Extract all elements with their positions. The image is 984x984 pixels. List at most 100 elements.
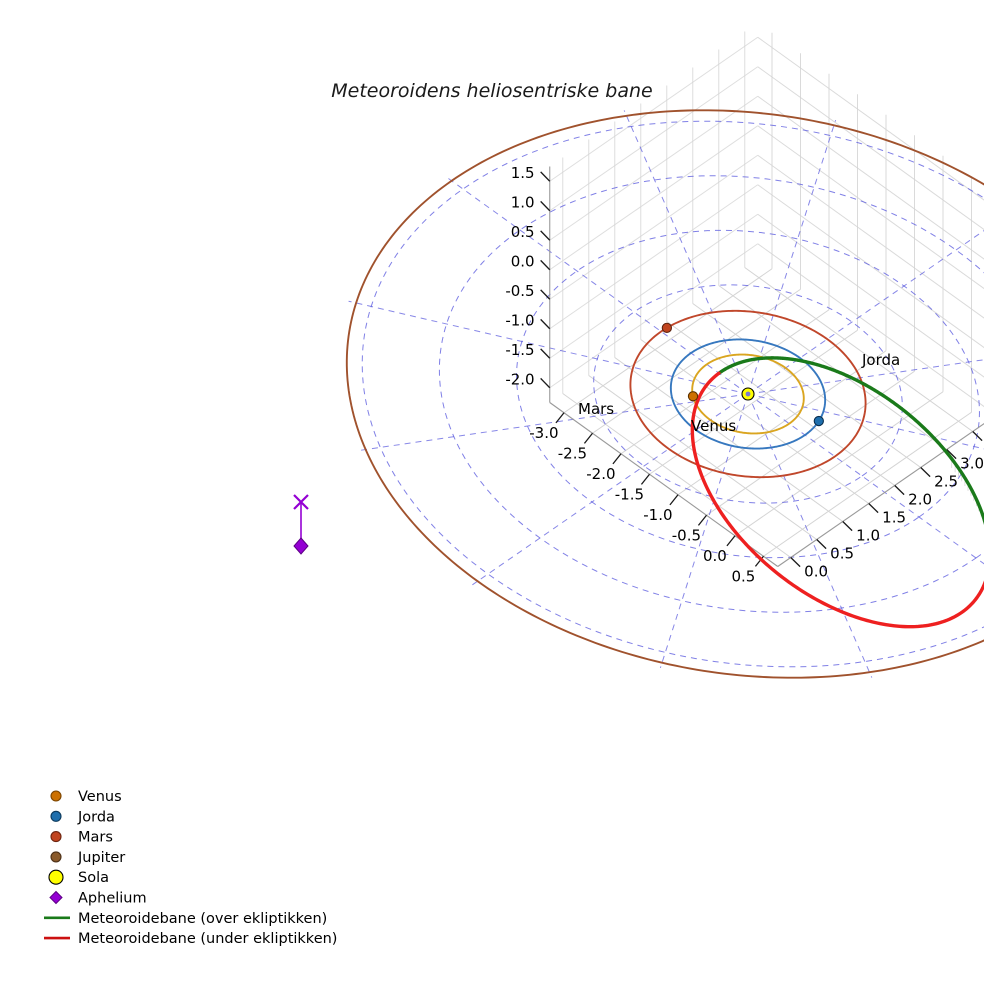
tick-y — [894, 485, 905, 496]
grid-left-z — [757, 154, 984, 319]
legend-label-aphelium: Aphelium — [78, 891, 147, 907]
grid-left-z — [757, 66, 984, 231]
grid-left-z — [757, 36, 984, 201]
meteoroid-path-below-ecliptic — [690, 371, 984, 629]
planet-orbits — [345, 109, 984, 679]
body-markers: Mars Venus Jorda — [293, 322, 900, 555]
ecliptic-reference-grid — [348, 110, 984, 678]
planet-label-venus: Venus — [691, 417, 736, 435]
orbit-venus — [691, 353, 805, 435]
legend-marker-sola — [48, 869, 64, 885]
grid-bottom-x — [563, 268, 773, 414]
tick-x — [640, 473, 651, 485]
legend-marker-jorda — [50, 810, 62, 822]
tick-y — [946, 449, 957, 460]
aphelion-marker — [293, 537, 309, 555]
meteoroid-orbit — [690, 356, 984, 629]
tick-label-y: 0.0 — [804, 563, 828, 581]
orbit-jupiter — [345, 109, 984, 679]
grid-back-z — [549, 243, 759, 389]
tick-z — [540, 259, 551, 271]
tick-y — [868, 503, 879, 514]
grid-back-z — [549, 125, 759, 271]
planet-marker-mars — [661, 322, 673, 333]
tick-x — [754, 555, 765, 567]
tick-label-x: -2.0 — [586, 465, 615, 483]
tick-label-z: -2.0 — [505, 370, 534, 388]
tick-label-y: 2.0 — [908, 491, 932, 509]
planet-marker-venus — [687, 391, 699, 402]
tick-z — [540, 230, 551, 241]
grid-left-z — [757, 213, 984, 378]
tick-x — [583, 432, 594, 444]
tick-y — [816, 539, 827, 550]
ecliptic-radial — [445, 176, 749, 395]
axes-panes — [549, 22, 984, 567]
grid-back-z — [549, 95, 759, 241]
tick-z — [540, 171, 551, 182]
tick-label-y: 0.5 — [830, 545, 854, 563]
tick-z — [540, 200, 551, 212]
tick-z — [540, 348, 551, 359]
pane-bottom — [549, 258, 984, 567]
sun-core — [745, 391, 751, 397]
planet-label-mars: Mars — [578, 400, 614, 418]
pane-left — [757, 22, 984, 422]
legend-label-sola: Sola — [78, 870, 109, 886]
tick-label-z: 0.0 — [511, 252, 535, 270]
tick-y — [842, 521, 853, 532]
tick-x — [697, 514, 708, 526]
grid-back-z — [549, 213, 759, 359]
legend-marker-aphelium — [49, 890, 63, 905]
grid-bottom-y — [562, 393, 792, 558]
legend-marker-mars — [50, 831, 62, 843]
tick-label-z: -0.5 — [505, 282, 534, 300]
page-title: Meteoroidens heliosentriske bane — [331, 80, 652, 102]
tick-label-x: 0.0 — [703, 547, 727, 565]
axis-ticks — [540, 171, 983, 568]
tick-label-z: -1.5 — [505, 341, 534, 359]
tick-label-x: -1.0 — [643, 506, 672, 524]
grid-bottom-y — [614, 357, 844, 522]
grid-lines — [549, 31, 984, 558]
grid-bottom-y — [744, 267, 974, 432]
ecliptic-radial — [348, 300, 749, 395]
ecliptic-radial — [747, 393, 873, 678]
ecliptic-radial — [747, 119, 837, 395]
pane-back — [549, 22, 758, 403]
tick-y — [920, 467, 931, 478]
grid-back-z — [549, 184, 759, 330]
tick-x — [669, 494, 679, 506]
legend-label-meteoroidebane-over-ekliptikken-: Meteoroidebane (over ekliptikken) — [78, 911, 327, 927]
tick-x — [612, 453, 622, 465]
aphelion-projection-marker — [293, 494, 309, 510]
planet-marker-jorda — [813, 415, 824, 427]
grid-back-z — [549, 66, 759, 212]
grid-back-z — [549, 154, 759, 300]
grid-bottom-y — [640, 339, 870, 504]
orbit-jorda — [669, 338, 827, 450]
tick-label-x: -3.0 — [529, 424, 558, 442]
legend-marker-jupiter — [50, 851, 62, 863]
planet-label-jorda: Jorda — [861, 351, 900, 369]
tick-x — [555, 412, 565, 424]
tick-label-x: -0.5 — [672, 526, 701, 544]
tick-label-y: 1.0 — [856, 527, 880, 545]
grid-back-z — [549, 36, 759, 182]
tick-label-y: 2.5 — [934, 473, 958, 491]
ecliptic-radial — [472, 393, 749, 586]
grid-left-z — [757, 125, 984, 290]
tick-label-z: -1.0 — [505, 311, 534, 329]
legend-marker-venus — [50, 790, 62, 802]
ecliptic-radial — [747, 230, 984, 395]
plot-legend: Venus Jorda Mars Jupiter Sola Aphelium Meteoro… — [44, 789, 337, 947]
tick-x — [726, 535, 736, 547]
meteoroid-path-above-ecliptic — [723, 356, 984, 526]
legend-label-jorda: Jorda — [77, 809, 115, 825]
spine-y — [777, 423, 984, 567]
grid-bottom-x — [649, 329, 858, 475]
tick-z — [540, 377, 551, 389]
ecliptic-radial — [747, 393, 984, 450]
axis-tick-labels: -3.0-2.5-2.0-1.5-1.0-0.50.00.5 0.00.51.01… — [505, 164, 984, 586]
